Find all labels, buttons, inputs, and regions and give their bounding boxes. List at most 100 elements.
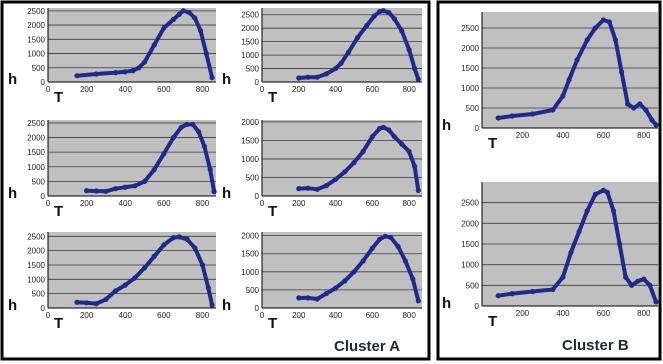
data-point [142, 59, 148, 65]
data-point [190, 121, 196, 127]
x-tick-label: 200 [292, 311, 306, 320]
data-point [653, 299, 659, 305]
cluster-a-label: Cluster A [334, 338, 400, 355]
data-point [192, 245, 198, 251]
data-point [391, 134, 397, 140]
data-point [323, 183, 329, 189]
data-point [592, 191, 598, 197]
data-point [122, 184, 128, 190]
data-point [342, 169, 348, 175]
data-point [305, 295, 311, 301]
data-point [574, 57, 580, 63]
y-tick-label: 2500 [27, 119, 45, 128]
data-point [151, 167, 157, 173]
x-tick-label: 800 [402, 311, 416, 320]
data-point [643, 107, 649, 113]
data-point [93, 301, 99, 307]
data-point [415, 187, 421, 193]
x-axis-label: T [488, 313, 497, 330]
y-tick-label: 2000 [27, 247, 45, 256]
data-point [637, 101, 643, 107]
data-point [184, 236, 190, 242]
data-point [415, 298, 421, 304]
data-point [161, 25, 167, 31]
data-point [323, 71, 329, 77]
data-point [305, 74, 311, 80]
cluster-a-frame [0, 0, 431, 361]
data-point [113, 70, 119, 76]
x-tick-label: 200 [292, 85, 306, 94]
data-point [606, 19, 613, 25]
data-point [495, 293, 501, 299]
x-tick-label: 400 [329, 199, 343, 208]
data-point [388, 234, 394, 240]
data-point [84, 188, 90, 194]
data-point [338, 60, 344, 66]
data-point [207, 167, 213, 173]
data-point [305, 185, 311, 191]
data-point [170, 235, 177, 241]
y-tick-label: 1500 [241, 250, 259, 259]
x-tick-label: 0 [46, 85, 51, 94]
x-tick-label: 400 [329, 85, 343, 94]
data-point [209, 302, 215, 308]
x-axis-label: T [268, 315, 277, 332]
data-point [84, 300, 90, 306]
data-point [399, 28, 405, 34]
x-axis-label: T [54, 203, 63, 220]
cluster-b-frame [436, 0, 662, 361]
data-point [566, 77, 572, 83]
data-point [323, 290, 329, 297]
x-axis-label: T [268, 89, 277, 106]
data-point [314, 74, 320, 80]
y-tick-label: 2500 [241, 11, 259, 20]
data-point [345, 49, 351, 56]
data-point [103, 188, 109, 194]
x-tick-label: 600 [157, 199, 171, 208]
data-point [198, 28, 204, 34]
data-point [406, 47, 412, 53]
x-tick-label: 0 [260, 199, 265, 208]
data-point [623, 274, 629, 280]
x-tick-label: 0 [46, 199, 51, 208]
data-point [211, 189, 217, 195]
data-point [495, 115, 501, 121]
data-point [610, 208, 617, 214]
y-tick-label: 2000 [241, 118, 259, 127]
data-point [360, 148, 366, 155]
y-tick-label: 0 [41, 78, 46, 87]
data-point [203, 50, 209, 57]
data-point [142, 265, 148, 271]
data-point [184, 121, 190, 127]
y-tick-label: 1500 [461, 240, 479, 249]
x-tick-label: 800 [637, 309, 651, 318]
data-point [113, 288, 119, 294]
data-point [399, 141, 405, 147]
y-tick-label: 1500 [241, 136, 259, 145]
data-point [406, 148, 412, 155]
y-tick-label: 500 [32, 290, 46, 299]
y-tick-label: 2000 [241, 24, 259, 33]
x-tick-label: 800 [402, 85, 416, 94]
data-point [386, 127, 392, 133]
data-point [560, 93, 566, 99]
chart-panel-a2: 0 500 1000 1500 2000 2500 0 200 400 600 800 h T [222, 8, 422, 106]
data-point [369, 245, 375, 251]
y-tick-label: 2000 [461, 219, 479, 228]
data-point [415, 76, 421, 82]
data-point [333, 176, 339, 182]
x-tick-label: 200 [516, 309, 530, 318]
data-point [161, 242, 167, 248]
data-point [296, 186, 302, 192]
x-tick-label: 200 [80, 199, 94, 208]
x-tick-label: 200 [80, 85, 94, 94]
chart-panel-b2: 0 500 1000 1500 2000 2500 200 400 600 800 h T [442, 182, 659, 330]
chart-panel-a6: 0 500 1000 1500 2000 0 200 400 600 800 h T [222, 232, 422, 332]
data-point [209, 75, 215, 81]
x-tick-label: 0 [260, 85, 265, 94]
y-axis-label: h [8, 185, 17, 202]
y-tick-label: 2000 [461, 44, 479, 53]
data-point [568, 249, 574, 255]
y-tick-label: 1500 [241, 38, 259, 47]
y-axis-label: h [8, 71, 17, 88]
